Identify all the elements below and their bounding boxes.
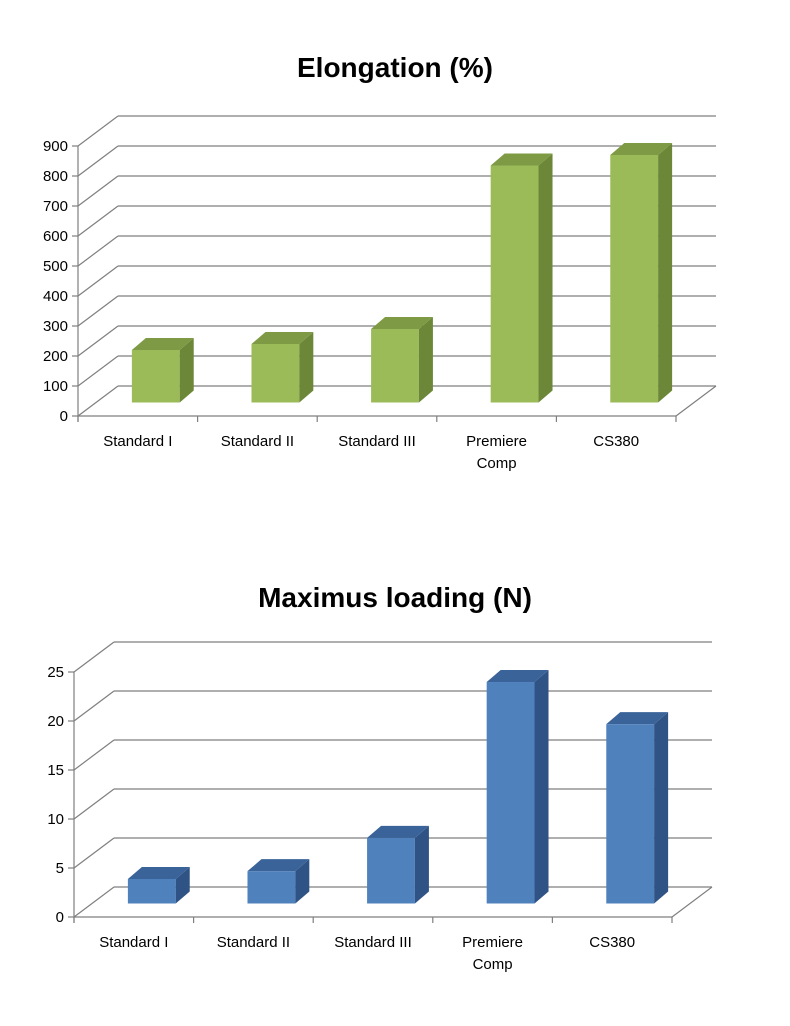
gridline-diagonal — [73, 788, 115, 820]
gridline-diagonal — [77, 205, 119, 237]
gridline-diagonal — [73, 641, 115, 673]
bar-side — [299, 332, 314, 403]
bar-front — [606, 724, 655, 904]
bar-top — [127, 867, 190, 879]
bar-side — [654, 712, 669, 904]
gridline-diagonal — [73, 739, 115, 771]
x-tick-label: Standard III — [334, 934, 412, 951]
gridline-diagonal — [77, 325, 119, 357]
gridline-diagonal — [77, 265, 119, 297]
y-tick-label: 200 — [43, 348, 68, 365]
bar-front — [486, 682, 535, 904]
gridline-diagonal — [77, 235, 119, 267]
x-tick-label: CS380 — [593, 433, 639, 450]
floor-edge — [671, 886, 713, 918]
bar-front — [371, 329, 419, 403]
gridline-diagonal — [73, 837, 115, 869]
bar-top — [367, 825, 429, 838]
bar-side — [414, 825, 429, 904]
y-tick-label: 0 — [60, 408, 68, 425]
y-tick-label: 15 — [47, 762, 64, 779]
x-tick-label: CS380 — [589, 934, 635, 951]
bar-front — [251, 344, 300, 403]
bar-side — [175, 867, 190, 904]
bar-top — [490, 153, 553, 166]
max-loading-chart: Maximus loading (N) 0 5 10 15 20 25 Standard I… — [0, 570, 790, 990]
x-tick-label: Standard II — [217, 934, 290, 951]
y-tick-label: 900 — [43, 138, 68, 155]
y-tick-label: 25 — [47, 664, 64, 681]
bar-top — [247, 859, 310, 872]
bar-top — [606, 712, 669, 725]
y-tick-label: 700 — [43, 198, 68, 215]
x-tick-label: Comp — [473, 956, 513, 973]
bar-front — [610, 155, 659, 403]
bar-front — [247, 871, 296, 904]
bar-side — [658, 143, 673, 403]
bar-side — [534, 670, 549, 904]
max-loading-plot: 0 5 10 15 20 25 Standard I Standard II Standard … — [47, 641, 713, 973]
y-tick-label: 0 — [56, 909, 64, 926]
y-tick-label: 100 — [43, 378, 68, 395]
gridline-diagonal — [77, 295, 119, 327]
y-tick-label: 800 — [43, 168, 68, 185]
bar-front — [367, 837, 415, 904]
bar-top — [610, 143, 673, 155]
gridline-diagonal — [73, 690, 115, 722]
x-tick-label: Standard II — [221, 433, 294, 450]
y-tick-label: 300 — [43, 318, 68, 335]
x-tick-label: Comp — [477, 455, 517, 472]
bar-side — [418, 317, 433, 403]
y-tick-label: 400 — [43, 288, 68, 305]
x-tick-label: Premiere — [466, 433, 527, 450]
gridline-diagonal — [77, 175, 119, 207]
x-tick-label: Standard I — [103, 433, 172, 450]
x-tick-label: Standard I — [99, 934, 168, 951]
bar-top — [251, 332, 314, 344]
gridline-diagonal — [77, 115, 119, 147]
bar-top — [486, 670, 549, 683]
bar-side — [538, 153, 553, 403]
gridline-diagonal — [77, 355, 119, 387]
y-tick-label: 20 — [47, 713, 64, 730]
y-tick-label: 10 — [47, 811, 64, 828]
bar-top — [131, 338, 194, 350]
bar-top — [371, 317, 433, 329]
y-tick-label: 600 — [43, 228, 68, 245]
bar-front — [131, 350, 180, 403]
x-tick-label: Standard III — [338, 433, 416, 450]
floor-edge — [675, 385, 717, 417]
bar-side — [179, 338, 194, 403]
elongation-chart: Elongation (%) 0 100 200 300 400 500 600 700 800… — [0, 40, 790, 490]
y-tick-label: 5 — [56, 860, 64, 877]
y-tick-label: 500 — [43, 258, 68, 275]
gridline-diagonal — [73, 886, 115, 918]
gridline-diagonal — [77, 145, 119, 177]
chart-title: Elongation (%) — [297, 52, 493, 83]
chart-title: Maximus loading (N) — [258, 582, 532, 613]
bar-front — [490, 165, 539, 403]
gridline-diagonal — [77, 385, 119, 417]
bar-side — [295, 859, 310, 904]
x-tick-label: Premiere — [462, 934, 523, 951]
bar-front — [127, 879, 176, 904]
elongation-plot: 0 100 200 300 400 500 600 700 800 900 Standard I St… — [43, 115, 717, 472]
